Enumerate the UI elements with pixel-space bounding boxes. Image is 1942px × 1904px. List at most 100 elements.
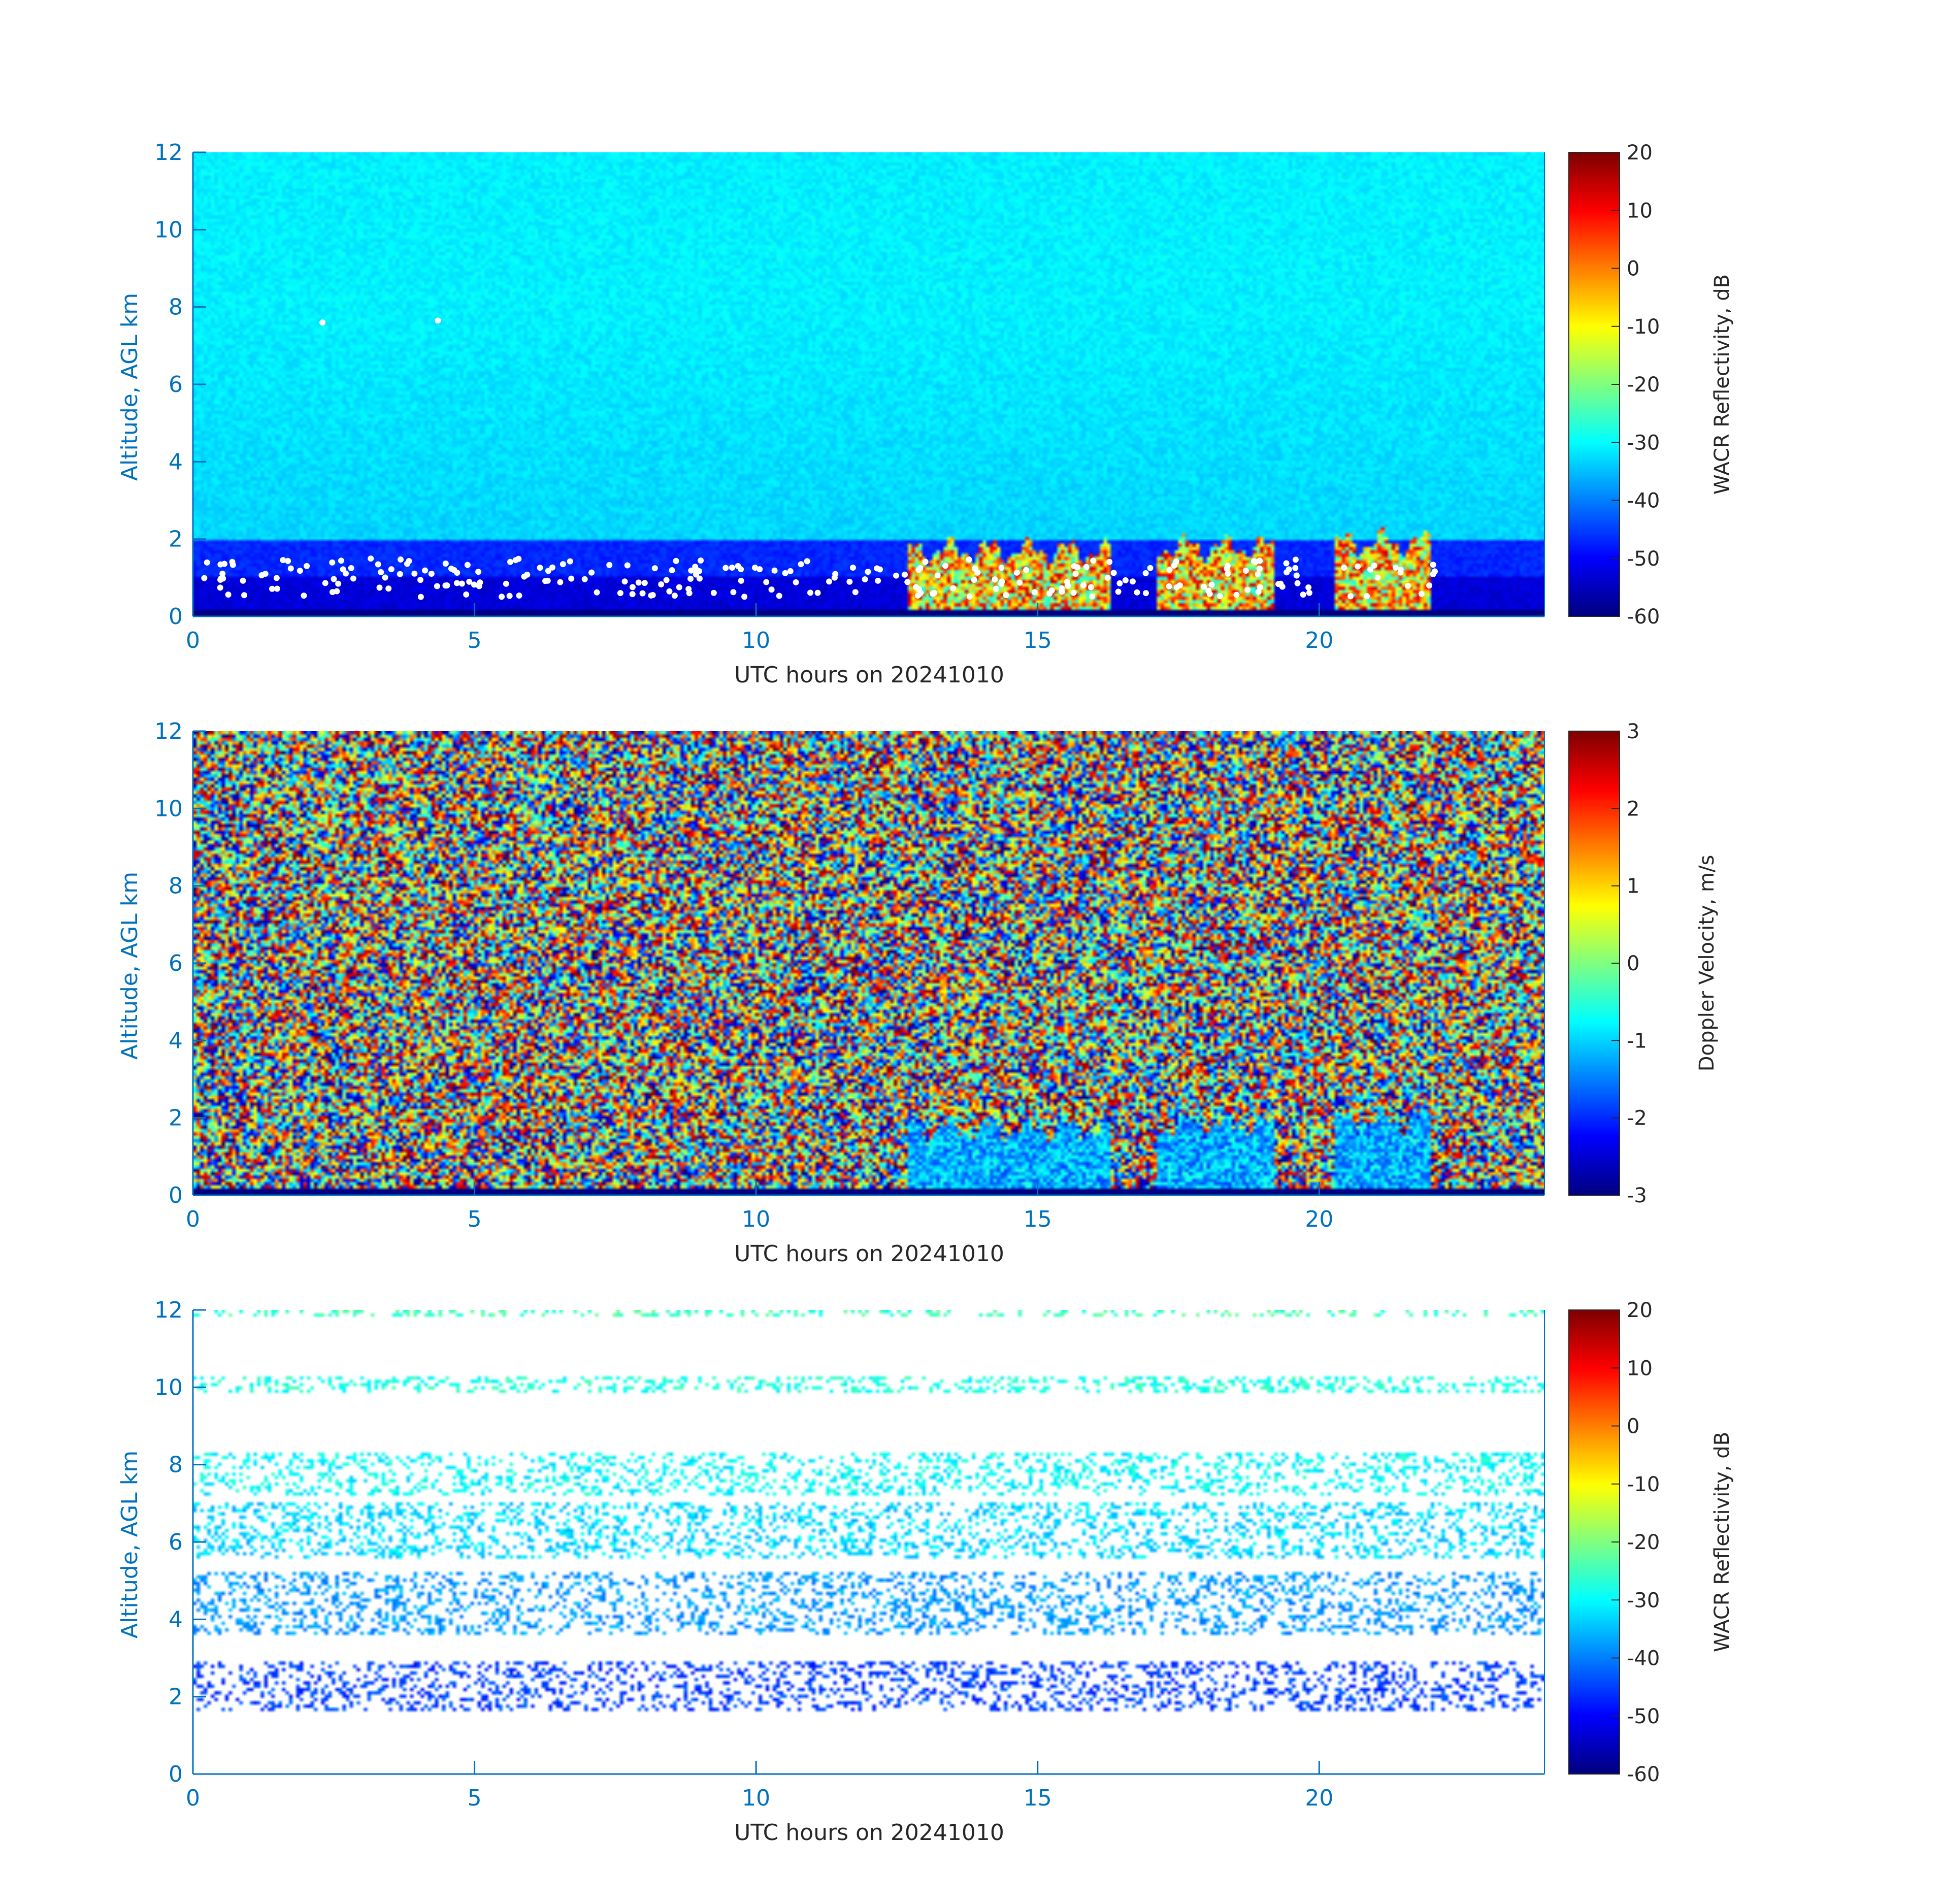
marker: [1090, 557, 1097, 564]
colorbar-tick-label: -1: [1627, 1029, 1647, 1053]
x-tick-label: 0: [186, 1206, 200, 1232]
marker: [1255, 588, 1262, 595]
marker: [1292, 556, 1299, 563]
marker: [1083, 564, 1090, 570]
colorbar-tick-label: 0: [1627, 257, 1639, 281]
marker: [453, 580, 460, 586]
y-tick-label: 12: [154, 140, 183, 166]
marker: [1233, 592, 1240, 598]
y-axis-label: Altitude, AGL km: [117, 1451, 143, 1638]
marker: [1294, 580, 1301, 586]
marker: [397, 571, 403, 577]
marker: [499, 594, 505, 600]
marker: [1065, 582, 1071, 589]
colorbar-tick-label: -20: [1627, 1531, 1660, 1554]
colorbar-tick-label: -60: [1627, 1763, 1660, 1786]
colorbar-tick-label: -2: [1627, 1107, 1647, 1130]
marker: [950, 585, 957, 592]
marker: [966, 556, 972, 563]
marker: [1257, 584, 1263, 590]
marker: [221, 561, 228, 567]
marker: [729, 564, 735, 571]
x-tick-label: 15: [1024, 1206, 1052, 1232]
heatmap-image: [193, 1310, 1544, 1774]
marker: [1279, 583, 1286, 590]
y-axis-label: Altitude, AGL km: [117, 293, 143, 481]
marker: [1147, 565, 1154, 571]
marker: [588, 569, 595, 576]
marker: [466, 578, 473, 585]
marker: [1347, 593, 1354, 600]
marker: [503, 580, 509, 587]
marker: [865, 569, 871, 575]
marker: [1300, 592, 1306, 598]
marker: [1201, 583, 1207, 590]
marker: [1216, 593, 1223, 600]
marker: [1397, 569, 1404, 576]
marker: [406, 557, 412, 564]
y-tick-label: 12: [154, 1297, 183, 1323]
marker: [463, 591, 470, 598]
marker: [793, 579, 799, 585]
marker: [1171, 562, 1177, 569]
marker: [641, 580, 648, 586]
colorbar-tick-label: 1: [1627, 875, 1639, 898]
marker: [331, 576, 337, 582]
x-tick-label: 0: [186, 1785, 200, 1811]
marker: [451, 567, 457, 573]
marker: [348, 565, 354, 571]
marker: [382, 574, 388, 581]
colorbar-tick-label: 10: [1627, 199, 1653, 222]
marker: [1088, 584, 1094, 590]
marker: [1292, 565, 1299, 571]
marker: [1392, 565, 1399, 571]
x-axis-label: UTC hours on 20241010: [734, 1820, 1004, 1846]
marker: [875, 577, 881, 584]
colorbar-tick-label: 20: [1627, 1299, 1653, 1322]
marker: [1374, 574, 1381, 581]
marker: [876, 566, 883, 573]
colorbar-tick-label: -50: [1627, 1705, 1660, 1728]
marker: [768, 586, 775, 593]
marker: [649, 592, 656, 599]
marker: [942, 563, 949, 569]
x-tick-label: 5: [468, 1785, 482, 1811]
y-tick-label: 10: [154, 217, 183, 243]
marker: [304, 563, 310, 569]
colorbar-gradient: [1569, 1310, 1620, 1774]
marker: [1242, 568, 1249, 574]
marker: [368, 555, 374, 562]
marker: [428, 570, 435, 577]
marker: [398, 556, 404, 563]
marker: [549, 564, 555, 571]
marker: [1014, 569, 1021, 576]
marker: [671, 593, 678, 599]
marker: [763, 579, 770, 585]
x-tick-label: 20: [1305, 1206, 1333, 1232]
marker: [417, 577, 424, 583]
marker: [913, 584, 919, 590]
marker: [698, 557, 704, 564]
colorbar-tick-label: 2: [1627, 797, 1639, 820]
marker: [624, 562, 631, 569]
x-tick-label: 20: [1305, 1785, 1333, 1811]
marker: [1046, 590, 1053, 597]
colorbar-tick-label: -30: [1627, 1589, 1660, 1612]
y-tick-label: 12: [154, 718, 183, 744]
marker: [685, 586, 692, 593]
marker: [1142, 570, 1149, 576]
y-tick-label: 0: [169, 1183, 183, 1208]
marker: [506, 593, 513, 599]
marker: [771, 567, 778, 574]
y-tick-label: 0: [169, 1761, 183, 1787]
marker: [335, 580, 342, 587]
marker: [669, 567, 675, 574]
marker: [516, 593, 522, 599]
marker: [581, 576, 588, 582]
y-tick-label: 4: [169, 449, 183, 475]
marker: [219, 570, 226, 577]
marker: [651, 565, 658, 572]
